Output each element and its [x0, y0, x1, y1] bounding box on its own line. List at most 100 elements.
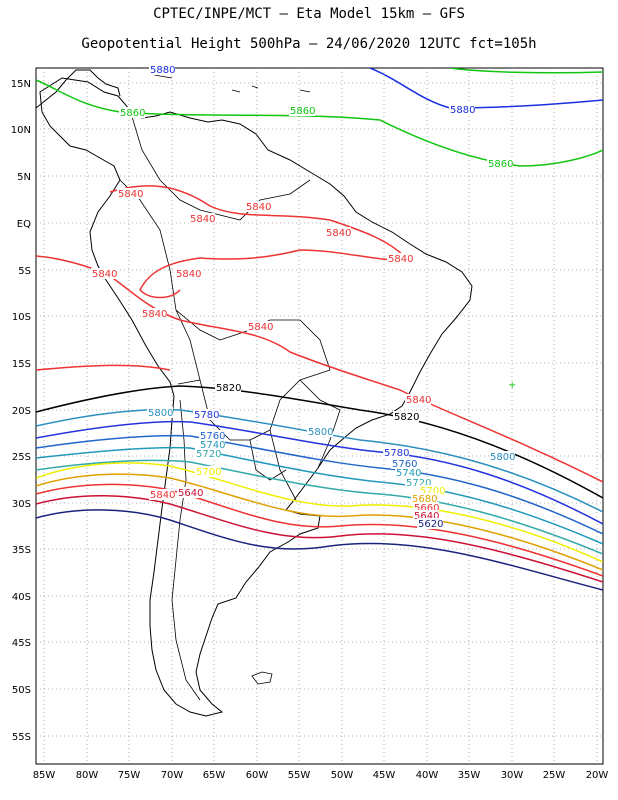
contour-label-bg	[245, 201, 271, 212]
contour-label-5880: 5880	[450, 105, 475, 116]
lon-tick-label: 60W	[246, 770, 269, 781]
contour-label-bg	[141, 308, 167, 319]
contour-label-5840: 5840	[406, 395, 431, 406]
central-america-coastline	[36, 69, 121, 109]
contour-line-5840	[36, 364, 171, 371]
contour-label-bg	[417, 518, 443, 529]
contour-line-5660	[36, 483, 603, 577]
contour-label-5820: 5820	[216, 383, 241, 394]
contour-line-5840	[109, 185, 410, 299]
caribbean-islands	[149, 73, 311, 93]
lat-tick-label: 15N	[11, 79, 31, 90]
contour-label-5840: 5840	[118, 189, 143, 200]
lon-tick-label: 25W	[543, 770, 566, 781]
contour-label-bg	[215, 382, 241, 393]
contour-label-bg	[387, 253, 413, 264]
contour-label-bg	[119, 107, 145, 118]
lon-tick-label: 40W	[416, 770, 439, 781]
contour-label-5780: 5780	[194, 410, 219, 421]
contour-label-bg	[91, 268, 117, 279]
contour-label-5700: 5700	[196, 467, 221, 478]
contour-label-bg	[193, 409, 219, 420]
contour-label-5740: 5740	[396, 468, 421, 479]
lat-tick-label: 15S	[12, 359, 31, 370]
contour-label-bg	[405, 394, 431, 405]
contour-label-5680: 5680	[412, 494, 437, 505]
lon-tick-label: 50W	[331, 770, 354, 781]
contour-label-5800: 5800	[308, 427, 333, 438]
contour-label-bg	[289, 105, 315, 116]
lat-tick-label: 40S	[12, 592, 31, 603]
contour-label-5860: 5860	[488, 159, 513, 170]
contour-label-bg	[175, 268, 201, 279]
contour-line-5680	[36, 473, 603, 571]
contour-line-5620	[36, 509, 603, 591]
contour-label-5840: 5840	[388, 254, 413, 265]
contour-label-5720: 5720	[196, 449, 221, 460]
contour-line-5700	[36, 462, 603, 563]
contour-label-bg	[419, 485, 445, 496]
contour-label-bg	[487, 158, 513, 169]
contour-label-5760: 5760	[392, 459, 417, 470]
contour-label-bg	[195, 466, 221, 477]
contour-line-5740	[36, 446, 603, 545]
contour-label-bg	[391, 458, 417, 469]
lon-tick-label: 65W	[203, 770, 226, 781]
contour-label-5840: 5840	[92, 269, 117, 280]
contour-label-5840: 5840	[142, 309, 167, 320]
contour-label-bg	[199, 430, 225, 441]
chart-title: CPTEC/INPE/MCT – Eta Model 15km – GFS	[153, 6, 465, 22]
lon-tick-label: 55W	[288, 770, 311, 781]
lat-tick-label: 25S	[12, 452, 31, 463]
lon-tick-label: 85W	[33, 770, 56, 781]
lat-tick-label: 35S	[12, 545, 31, 556]
contour-label-bg	[189, 213, 215, 224]
lat-tick-label: 5N	[17, 172, 31, 183]
contour-label-bg	[195, 448, 221, 459]
contour-label-bg	[177, 487, 203, 498]
lon-tick-label: 45W	[373, 770, 396, 781]
chart-subtitle: Geopotential Height 500hPa – 24/06/2020 …	[81, 36, 537, 52]
contour-label-5860: 5860	[290, 106, 315, 117]
contour-label-5660: 5660	[414, 503, 439, 514]
lon-tick-label: 30W	[501, 770, 524, 781]
lat-tick-label: 5S	[18, 266, 31, 277]
contour-label-5820: 5820	[394, 412, 419, 423]
contour-label-5760: 5760	[200, 431, 225, 442]
contour-label-5800: 5800	[490, 452, 515, 463]
contour-line-5760	[36, 434, 603, 535]
contour-label-5840: 5840	[190, 214, 215, 225]
latitude-ticks: 15N 10N 5N EQ 5S 10S 15S 20S 25S 30S 35S 40S 45S 50S 5…	[11, 79, 31, 743]
marker-plus-icon: +	[508, 380, 516, 391]
lat-tick-label: 30S	[12, 499, 31, 510]
contour-label-bg	[411, 493, 437, 504]
contour-line-5800	[36, 408, 603, 513]
contour-label-5840: 5840	[150, 490, 175, 501]
contour-label-5720: 5720	[406, 478, 431, 489]
lon-tick-label: 35W	[458, 770, 481, 781]
contour-line-5860	[449, 68, 603, 74]
contour-line-5780	[36, 420, 603, 525]
contour-label-bg	[247, 321, 273, 332]
contour-label-5840: 5840	[248, 322, 273, 333]
contour-label-5880: 5880	[150, 65, 175, 76]
country-borders	[119, 109, 341, 701]
contour-label-bg	[449, 104, 475, 115]
contour-label-bg	[413, 510, 439, 521]
contour-line-5860	[36, 79, 603, 167]
lat-tick-label: 10S	[12, 312, 31, 323]
contour-label-5700: 5700	[420, 486, 445, 497]
lat-tick-label: 45S	[12, 638, 31, 649]
contour-label-bg	[307, 426, 333, 437]
contour-label-5840: 5840	[326, 228, 351, 239]
contour-label-bg	[199, 439, 225, 450]
contour-label-bg	[383, 447, 409, 458]
lon-tick-label: 70W	[161, 770, 184, 781]
lat-tick-label: 10N	[11, 125, 31, 136]
lat-tick-label: EQ	[17, 219, 31, 230]
longitude-ticks: 85W 80W 75W 70W 65W 60W 55W 50W 45W 40W 35W 30W 25W 2…	[33, 770, 609, 781]
contour-label-bg	[149, 489, 175, 500]
lat-tick-label: 55S	[12, 732, 31, 743]
contour-label-bg	[117, 188, 143, 199]
lon-tick-label: 75W	[118, 770, 141, 781]
